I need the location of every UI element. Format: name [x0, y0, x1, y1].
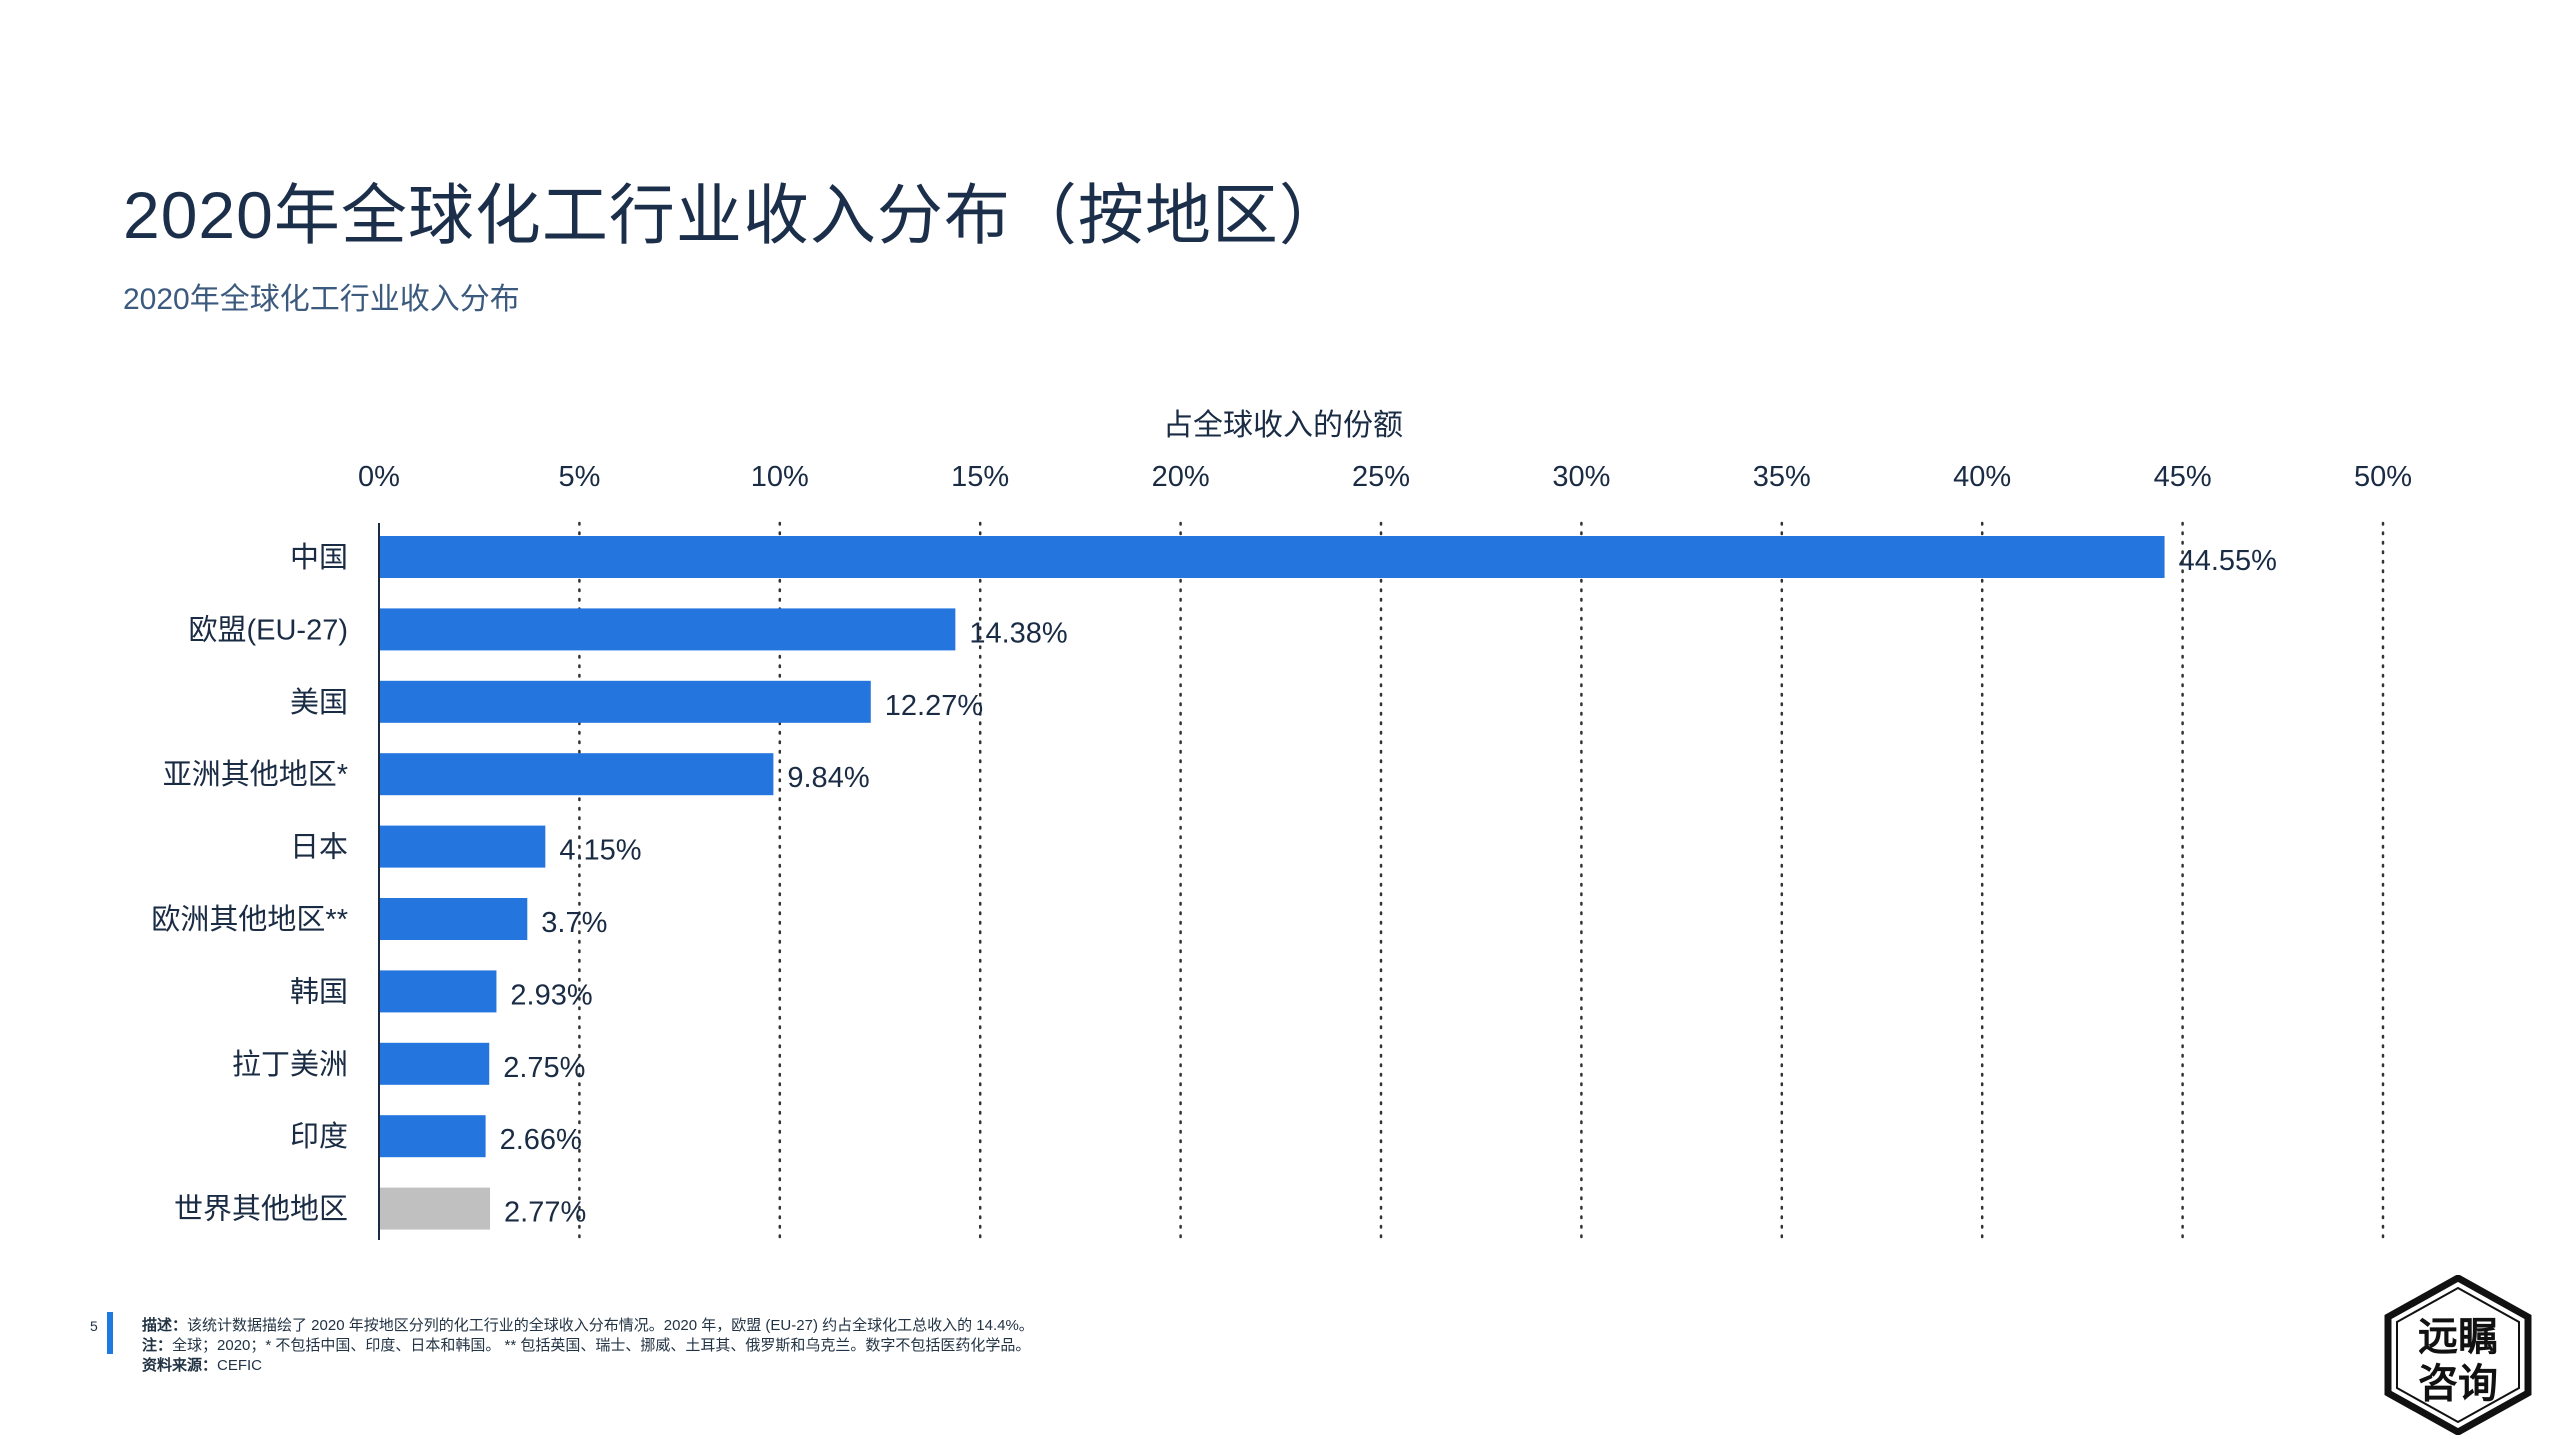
- logo-hexagon-inner: [2396, 1286, 2520, 1424]
- value-label: 44.55%: [2179, 545, 2277, 577]
- category-label: 欧盟(EU-27): [188, 613, 348, 646]
- category-label: 亚洲其他地区*: [163, 758, 348, 791]
- x-tick-label: 25%: [1352, 461, 1410, 493]
- description-label: 描述：: [142, 1317, 188, 1334]
- value-label: 3.7%: [541, 907, 607, 939]
- bar: [379, 536, 2165, 578]
- gridlines: [578, 521, 2385, 1242]
- value-label: 2.77%: [504, 1197, 586, 1229]
- x-tick-label: 40%: [1953, 461, 2011, 493]
- bar: [379, 608, 956, 651]
- x-tick-label: 30%: [1552, 461, 1610, 493]
- page-marker: [107, 1312, 113, 1354]
- x-tick-label: 35%: [1753, 461, 1811, 493]
- x-tick-label: 45%: [2154, 461, 2212, 493]
- bar-chart: 占全球收入的份额 0% 5% 10% 15% 20% 25% 30% 35% 40% 45% 50%…: [151, 409, 2412, 1242]
- x-tick-label: 15%: [951, 461, 1009, 493]
- footer-notes: 描述：该统计数据描绘了 2020 年按地区分列的化工行业的全球收入分布情况。20…: [142, 1316, 1034, 1376]
- x-axis-title: 占全球收入的份额: [1163, 409, 1403, 442]
- category-label: 世界其他地区: [174, 1193, 348, 1226]
- logo-text-line1: 远瞩: [2418, 1314, 2498, 1360]
- note-text: 全球；2020；* 不包括中国、印度、日本和韩国。 ** 包括英国、瑞士、挪威、…: [172, 1337, 1031, 1354]
- value-label: 14.38%: [969, 617, 1067, 649]
- x-tick-label: 50%: [2354, 461, 2412, 493]
- company-logo: 远瞩 咨询: [2384, 1275, 2532, 1435]
- value-label: 4.15%: [559, 835, 641, 867]
- value-label: 9.84%: [787, 762, 869, 794]
- value-label: 12.27%: [885, 690, 983, 722]
- footer-source: 资料来源：CEFIC: [142, 1356, 1034, 1376]
- bar: [379, 1042, 490, 1085]
- category-label: 印度: [290, 1120, 348, 1153]
- x-tick-label: 0%: [358, 461, 400, 493]
- source-text: CEFIC: [217, 1357, 263, 1374]
- value-label: 2.66%: [500, 1124, 582, 1156]
- description-text: 该统计数据描绘了 2020 年按地区分列的化工行业的全球收入分布情况。2020 …: [187, 1317, 1034, 1334]
- category-label: 韩国: [290, 975, 348, 1008]
- bar: [379, 825, 546, 868]
- value-label: 2.75%: [503, 1052, 585, 1084]
- logo-hexagon-outer: [2384, 1275, 2532, 1435]
- category-label: 美国: [290, 686, 348, 719]
- footer-note: 注：全球；2020；* 不包括中国、印度、日本和韩国。 ** 包括英国、瑞士、挪…: [142, 1336, 1034, 1356]
- value-label: 2.93%: [510, 979, 592, 1011]
- x-tick-label: 20%: [1152, 461, 1210, 493]
- page-subtitle: 2020年全球化工行业收入分布: [123, 283, 520, 316]
- note-label: 注：: [142, 1337, 173, 1354]
- page-number: 5: [90, 1318, 98, 1334]
- x-tick-label: 5%: [558, 461, 600, 493]
- bar: [379, 898, 528, 940]
- source-label: 资料来源：: [142, 1357, 218, 1374]
- x-tick-label: 10%: [751, 461, 809, 493]
- page-title: 2020年全球化工行业收入分布（按地区）: [123, 178, 1346, 252]
- category-label: 中国: [290, 541, 348, 574]
- value-labels: 44.55% 14.38% 12.27% 9.84% 4.15% 3.7% 2.93% 2.7…: [500, 545, 2277, 1229]
- bar: [379, 753, 774, 796]
- bar: [379, 1187, 491, 1230]
- bar: [379, 1115, 486, 1158]
- category-label: 欧洲其他地区**: [151, 903, 348, 936]
- logo-text-line2: 咨询: [2418, 1361, 2498, 1407]
- x-axis-ticks: 0% 5% 10% 15% 20% 25% 30% 35% 40% 45% 50%: [358, 461, 2412, 493]
- footer-description: 描述：该统计数据描绘了 2020 年按地区分列的化工行业的全球收入分布情况。20…: [142, 1316, 1034, 1336]
- bars: [379, 536, 2165, 1230]
- bar: [379, 970, 497, 1013]
- category-label: 日本: [290, 831, 348, 864]
- bar: [379, 680, 871, 723]
- category-label: 拉丁美洲: [232, 1048, 348, 1081]
